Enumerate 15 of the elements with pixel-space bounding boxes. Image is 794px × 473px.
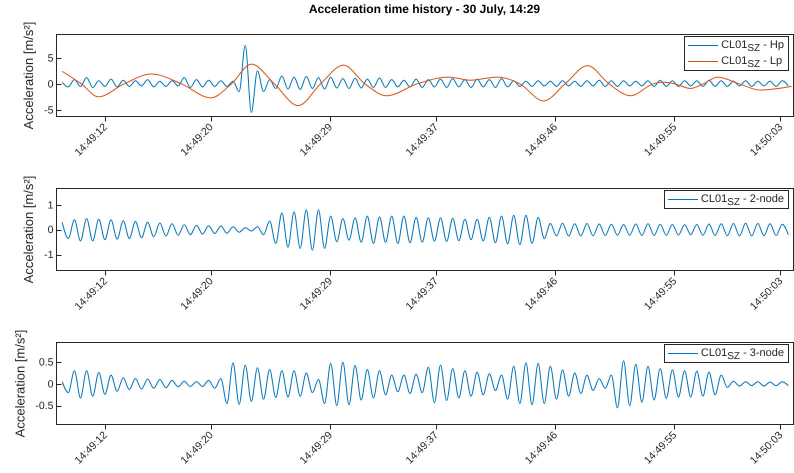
y-axis-title: Acceleration [m/s²]	[21, 176, 36, 284]
y-tick-label: 5	[48, 52, 54, 64]
y-tick-label: -5	[44, 104, 54, 116]
y-axis-title: Acceleration [m/s²]	[12, 330, 28, 438]
y-tick-label: -1	[44, 249, 54, 262]
y-tick-label: 0	[48, 78, 54, 90]
line-series	[62, 209, 789, 251]
line-series	[62, 360, 789, 408]
y-tick-label: -0.5	[35, 400, 54, 412]
chart-title: Acceleration time history - 30 July, 14:29	[308, 2, 540, 16]
y-axis-title: Acceleration [m/s²]	[21, 22, 36, 130]
y-tick-label: 0	[48, 378, 54, 390]
y-tick-label: 1	[48, 199, 54, 212]
y-tick-label: 0	[48, 224, 54, 236]
y-tick-label: 0.5	[38, 356, 54, 369]
